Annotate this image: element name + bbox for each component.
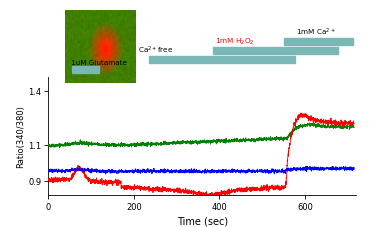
X-axis label: Time (sec): Time (sec) (177, 215, 228, 225)
Text: 1mM H$_2$O$_2$: 1mM H$_2$O$_2$ (215, 37, 255, 47)
Text: 1uM Glutamate: 1uM Glutamate (71, 60, 127, 66)
Y-axis label: Ratio(340/380): Ratio(340/380) (16, 105, 25, 168)
Text: Ca$^{2+}$free: Ca$^{2+}$free (138, 45, 173, 56)
Text: 1mM Ca$^{2+}$: 1mM Ca$^{2+}$ (296, 27, 336, 38)
